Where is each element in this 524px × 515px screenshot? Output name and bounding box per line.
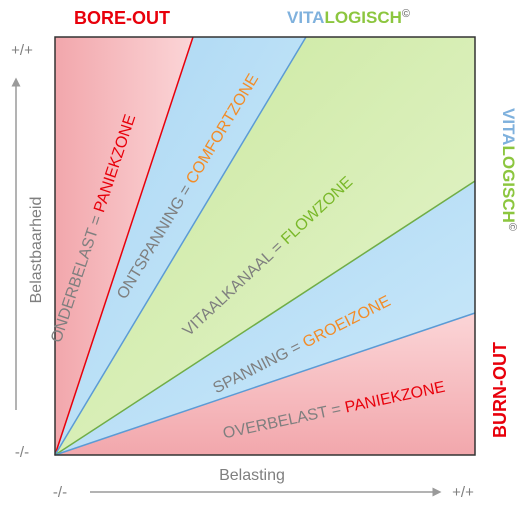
brand-mark-top: © [402, 8, 410, 20]
zone-eq: = [284, 336, 308, 359]
zone-vitaalkanaal [55, 37, 475, 455]
brand-vita-top: VITA [287, 8, 324, 27]
x-axis-right-tick: +/+ [452, 484, 474, 501]
y-axis-label: Belastbaarheid [28, 197, 45, 304]
x-axis-label: Belasting [219, 467, 285, 484]
boundary-line-green [54, 180, 476, 456]
boundary-line-red [54, 36, 194, 456]
brand-logo-side: VITALOGISCH© [499, 108, 518, 231]
zone-eq: = [326, 400, 347, 420]
brand-vita-side: VITA [499, 108, 518, 145]
brand-logo-top: VITALOGISCH© [287, 8, 410, 27]
brand-logisch-top: LOGISCH [324, 8, 401, 27]
y-axis-bottom-tick: -/- [15, 444, 29, 461]
zone-eq: = [174, 178, 198, 202]
x-axis-left-tick: -/- [53, 484, 67, 501]
diagram-frame [54, 36, 476, 456]
bore-out-title: BORE-OUT [74, 8, 170, 28]
boundary-line-blue-lower [54, 312, 476, 456]
boundary-line-blue [54, 36, 307, 456]
brand-logisch-side: LOGISCH [499, 145, 518, 222]
y-axis-top-tick: +/+ [11, 42, 33, 59]
zone-eq: = [85, 209, 107, 232]
brand-mark-side: © [506, 223, 518, 231]
burn-out-title: BURN-OUT [490, 342, 510, 438]
